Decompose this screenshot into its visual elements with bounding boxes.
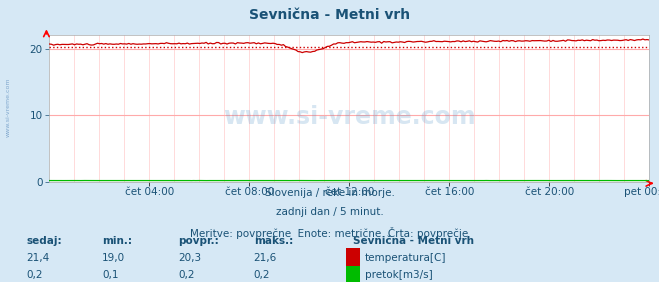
- Text: sedaj:: sedaj:: [26, 236, 62, 246]
- Text: povpr.:: povpr.:: [178, 236, 219, 246]
- Text: zadnji dan / 5 minut.: zadnji dan / 5 minut.: [275, 207, 384, 217]
- Text: 0,2: 0,2: [26, 270, 43, 280]
- Text: Meritve: povprečne  Enote: metrične  Črta: povprečje: Meritve: povprečne Enote: metrične Črta:…: [190, 227, 469, 239]
- Text: pretok[m3/s]: pretok[m3/s]: [365, 270, 433, 280]
- Text: 0,2: 0,2: [178, 270, 194, 280]
- Text: min.:: min.:: [102, 236, 132, 246]
- Text: 21,6: 21,6: [254, 253, 277, 263]
- Text: www.si-vreme.com: www.si-vreme.com: [223, 105, 476, 129]
- Text: temperatura[C]: temperatura[C]: [365, 253, 447, 263]
- Text: 20,3: 20,3: [178, 253, 201, 263]
- Text: Sevnična - Metni vrh: Sevnična - Metni vrh: [249, 8, 410, 23]
- Text: Slovenija / reke in morje.: Slovenija / reke in morje.: [264, 188, 395, 197]
- Text: www.si-vreme.com: www.si-vreme.com: [5, 78, 11, 137]
- Text: 21,4: 21,4: [26, 253, 49, 263]
- Text: maks.:: maks.:: [254, 236, 293, 246]
- Text: 0,2: 0,2: [254, 270, 270, 280]
- Text: 19,0: 19,0: [102, 253, 125, 263]
- Text: Sevnična - Metni vrh: Sevnična - Metni vrh: [353, 236, 474, 246]
- Text: 0,1: 0,1: [102, 270, 119, 280]
